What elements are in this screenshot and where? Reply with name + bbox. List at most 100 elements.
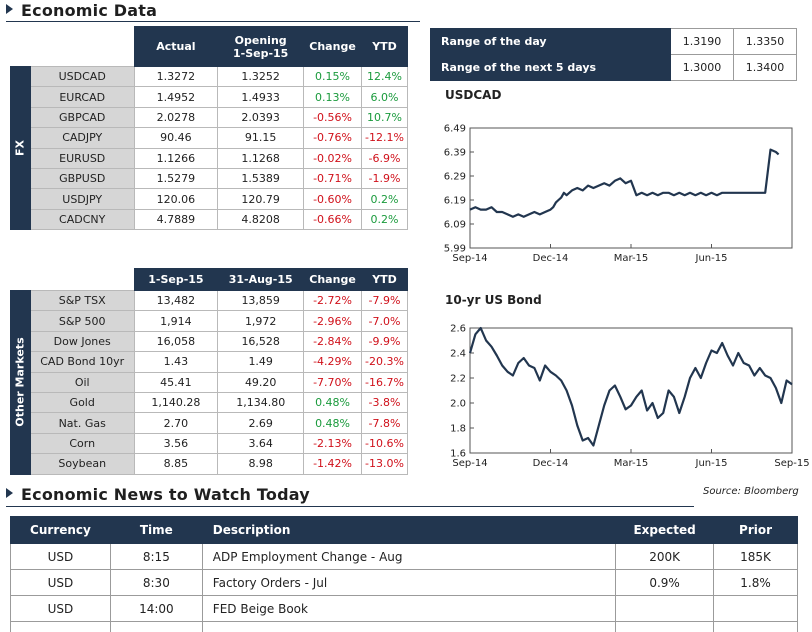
- market-value-2: 2.69: [217, 412, 305, 434]
- market-name: Dow Jones: [29, 330, 135, 353]
- x-tick-label: Sep-14: [452, 458, 487, 469]
- other-header-col2: 31-Aug-15: [217, 268, 305, 291]
- range-high: 1.3400: [733, 54, 797, 81]
- news-currency: USD: [10, 543, 111, 570]
- fx-pair-name: USDJPY: [29, 188, 135, 210]
- news-time: 8:15: [109, 543, 203, 570]
- market-change: -2.72%: [303, 289, 362, 312]
- range-row: Range of the next 5 days 1.3000 1.3400: [430, 54, 797, 81]
- fx-opening: 1.5389: [217, 167, 305, 190]
- news-row-empty: [10, 621, 798, 632]
- fx-ytd: -6.9%: [361, 147, 408, 169]
- fx-row: CADJPY 90.46 91.15 -0.76% -12.1%: [11, 127, 408, 149]
- news-expected: 200K: [615, 543, 715, 570]
- fx-change: -0.56%: [303, 106, 362, 129]
- fx-opening: 120.79: [217, 188, 305, 210]
- fx-pair-name: CADCNY: [29, 208, 135, 231]
- market-value-2: 1,134.80: [217, 391, 305, 414]
- range-label: Range of the day: [430, 28, 671, 55]
- market-value-1: 8.85: [133, 453, 219, 475]
- other-header-change: Change: [303, 268, 362, 291]
- market-value-2: 1.49: [217, 351, 305, 373]
- fx-actual: 90.46: [133, 127, 219, 149]
- fx-side-text: FX: [13, 140, 27, 157]
- market-name: S&P TSX: [29, 289, 135, 312]
- news-header-time: Time: [109, 516, 203, 544]
- x-tick-label: Sep-14: [452, 253, 487, 264]
- y-tick-label: 2.2: [450, 374, 466, 385]
- y-tick-label: 6.19: [444, 196, 466, 207]
- market-value-2: 1,972: [217, 310, 305, 332]
- bond-chart-title: 10-yr US Bond: [445, 293, 542, 307]
- news-header-prior: Prior: [713, 516, 798, 544]
- fx-ytd: 12.4%: [361, 65, 408, 88]
- market-ytd: -7.0%: [361, 310, 408, 332]
- x-tick-label: Mar-15: [614, 253, 649, 264]
- market-name: Gold: [29, 391, 135, 414]
- market-value-1: 13,482: [133, 289, 219, 312]
- fx-actual: 1.3272: [133, 65, 219, 88]
- market-value-2: 13,859: [217, 289, 305, 312]
- fx-row: EURCAD 1.4952 1.4933 0.13% 6.0%: [11, 86, 408, 108]
- section-divider: [6, 506, 694, 507]
- y-tick-label: 1.6: [450, 449, 466, 460]
- market-change: 0.48%: [303, 412, 362, 434]
- fx-row: GBPCAD 2.0278 2.0393 -0.56% 10.7%: [11, 106, 408, 129]
- y-tick-label: 6.39: [444, 148, 466, 159]
- fx-row: USDJPY 120.06 120.79 -0.60% 0.2%: [11, 188, 408, 210]
- y-tick-label: 2.4: [450, 349, 466, 360]
- market-row: S&P 500 1,914 1,972 -2.96% -7.0%: [11, 310, 408, 332]
- market-change: -4.29%: [303, 351, 362, 373]
- market-value-1: 1,140.28: [133, 391, 219, 414]
- fx-row: GBPUSD 1.5279 1.5389 -0.71% -1.9%: [11, 167, 408, 190]
- market-row: Nat. Gas 2.70 2.69 0.48% -7.8%: [11, 412, 408, 434]
- y-tick-label: 1.8: [450, 424, 466, 435]
- fx-opening: 1.1268: [217, 147, 305, 169]
- fx-actual: 1.1266: [133, 147, 219, 169]
- fx-actual: 4.7889: [133, 208, 219, 231]
- market-name: S&P 500: [29, 310, 135, 332]
- fx-header-change: Change: [303, 26, 362, 67]
- y-tick-label: 6.09: [444, 220, 466, 231]
- y-tick-label: 6.29: [444, 172, 466, 183]
- news-expected: [615, 595, 715, 622]
- market-value-2: 8.98: [217, 453, 305, 475]
- fx-pair-name: CADJPY: [29, 127, 135, 149]
- fx-change: -0.60%: [303, 188, 362, 210]
- fx-pair-name: GBPCAD: [29, 106, 135, 129]
- x-tick-label: Dec-14: [533, 253, 569, 264]
- news-time: 8:30: [109, 569, 203, 596]
- fx-pair-name: EURUSD: [29, 147, 135, 169]
- fx-row: FX USDCAD 1.3272 1.3252 0.15% 12.4%: [10, 65, 408, 231]
- usdcad-chart-title: USDCAD: [445, 88, 502, 102]
- market-value-1: 16,058: [133, 330, 219, 353]
- market-row: Oil 45.41 49.20 -7.70% -16.7%: [11, 371, 408, 393]
- market-row: CAD Bond 10yr 1.43 1.49 -4.29% -20.3%: [11, 351, 408, 373]
- section-divider: [6, 21, 420, 22]
- fx-change: -0.71%: [303, 167, 362, 190]
- market-change: -1.42%: [303, 453, 362, 475]
- y-tick-label: 5.99: [444, 244, 466, 255]
- market-change: -2.13%: [303, 432, 362, 455]
- market-row: Soybean 8.85 8.98 -1.42% -13.0%: [11, 453, 408, 475]
- fx-actual: 1.5279: [133, 167, 219, 190]
- other-side-text: Other Markets: [13, 337, 27, 427]
- market-ytd: -20.3%: [361, 351, 408, 373]
- other-markets-table: 1-Sep-15 31-Aug-15 Change YTD Other Mark…: [10, 268, 408, 475]
- y-tick-label: 2.6: [450, 324, 466, 335]
- range-table: Range of the day 1.3190 1.3350 Range of the…: [430, 28, 797, 81]
- fx-ytd: 0.2%: [361, 188, 408, 210]
- market-row: Corn 3.56 3.64 -2.13% -10.6%: [11, 432, 408, 455]
- fx-table: Actual Opening 1-Sep-15 Change YTD FX USDC…: [10, 26, 408, 231]
- y-tick-label: 2.0: [450, 399, 466, 410]
- news-prior: [713, 595, 798, 622]
- market-ytd: -13.0%: [361, 453, 408, 475]
- news-time: 14:00: [109, 595, 203, 622]
- market-value-2: 49.20: [217, 371, 305, 393]
- market-ytd: -7.9%: [361, 289, 408, 312]
- bullet-triangle-icon: [6, 488, 13, 498]
- fx-ytd: 10.7%: [361, 106, 408, 129]
- source-note: Source: Bloomberg: [703, 486, 799, 497]
- market-row: Dow Jones 16,058 16,528 -2.84% -9.9%: [11, 330, 408, 353]
